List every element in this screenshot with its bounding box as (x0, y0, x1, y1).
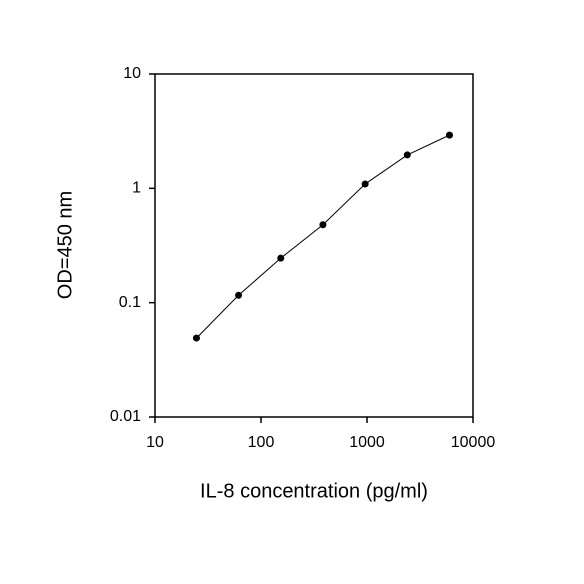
data-point (361, 180, 369, 188)
data-point (235, 291, 243, 299)
y-tick-label: 10 (123, 65, 141, 82)
data-point (277, 254, 285, 262)
x-tick-label: 10000 (451, 434, 496, 451)
y-tick-label: 0.01 (110, 408, 141, 425)
data-point (403, 151, 411, 159)
plot-frame (154, 73, 474, 418)
data-point (445, 131, 453, 139)
y-axis-title: OD=450 nm (54, 191, 76, 299)
x-tick-label: 10 (146, 434, 164, 451)
data-point (319, 221, 327, 229)
data-point (192, 334, 200, 342)
y-tick-label: 0.1 (119, 294, 141, 311)
x-tick-label: 100 (248, 434, 275, 451)
y-tick-label: 1 (132, 180, 141, 197)
series-line (196, 134, 450, 339)
x-axis-title: IL-8 concentration (pg/ml) (200, 480, 428, 502)
x-tick-label: 1000 (349, 434, 385, 451)
